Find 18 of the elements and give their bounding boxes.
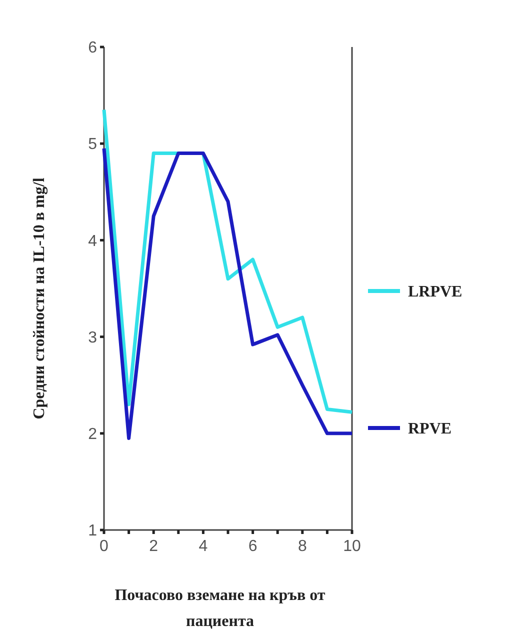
y-tick-label: 6 [88,40,98,57]
y-tick-label: 2 [88,426,98,443]
y-axis-title: Средни стойности на IL-10 в mg/l [31,177,48,420]
y-tick-label: 4 [88,232,98,250]
line-series [102,108,354,414]
x-tick-label: 4 [198,538,208,555]
x-tick-label: 2 [149,538,158,555]
x-tick-label: 8 [298,538,307,555]
y-tick-label: 1 [88,522,98,540]
x-axis-title: Почасово вземане на кръв от пациента [114,587,326,630]
line-series [102,146,354,440]
legend-label: RPVE [408,420,452,438]
x-tick-label: 0 [100,538,109,555]
x-tick-label: 10 [343,538,361,555]
y-tick-label: 5 [88,136,98,154]
y-tick-label: 3 [88,329,98,346]
legend-label: LRPVE [408,284,462,301]
x-tick-label: 6 [248,538,258,555]
